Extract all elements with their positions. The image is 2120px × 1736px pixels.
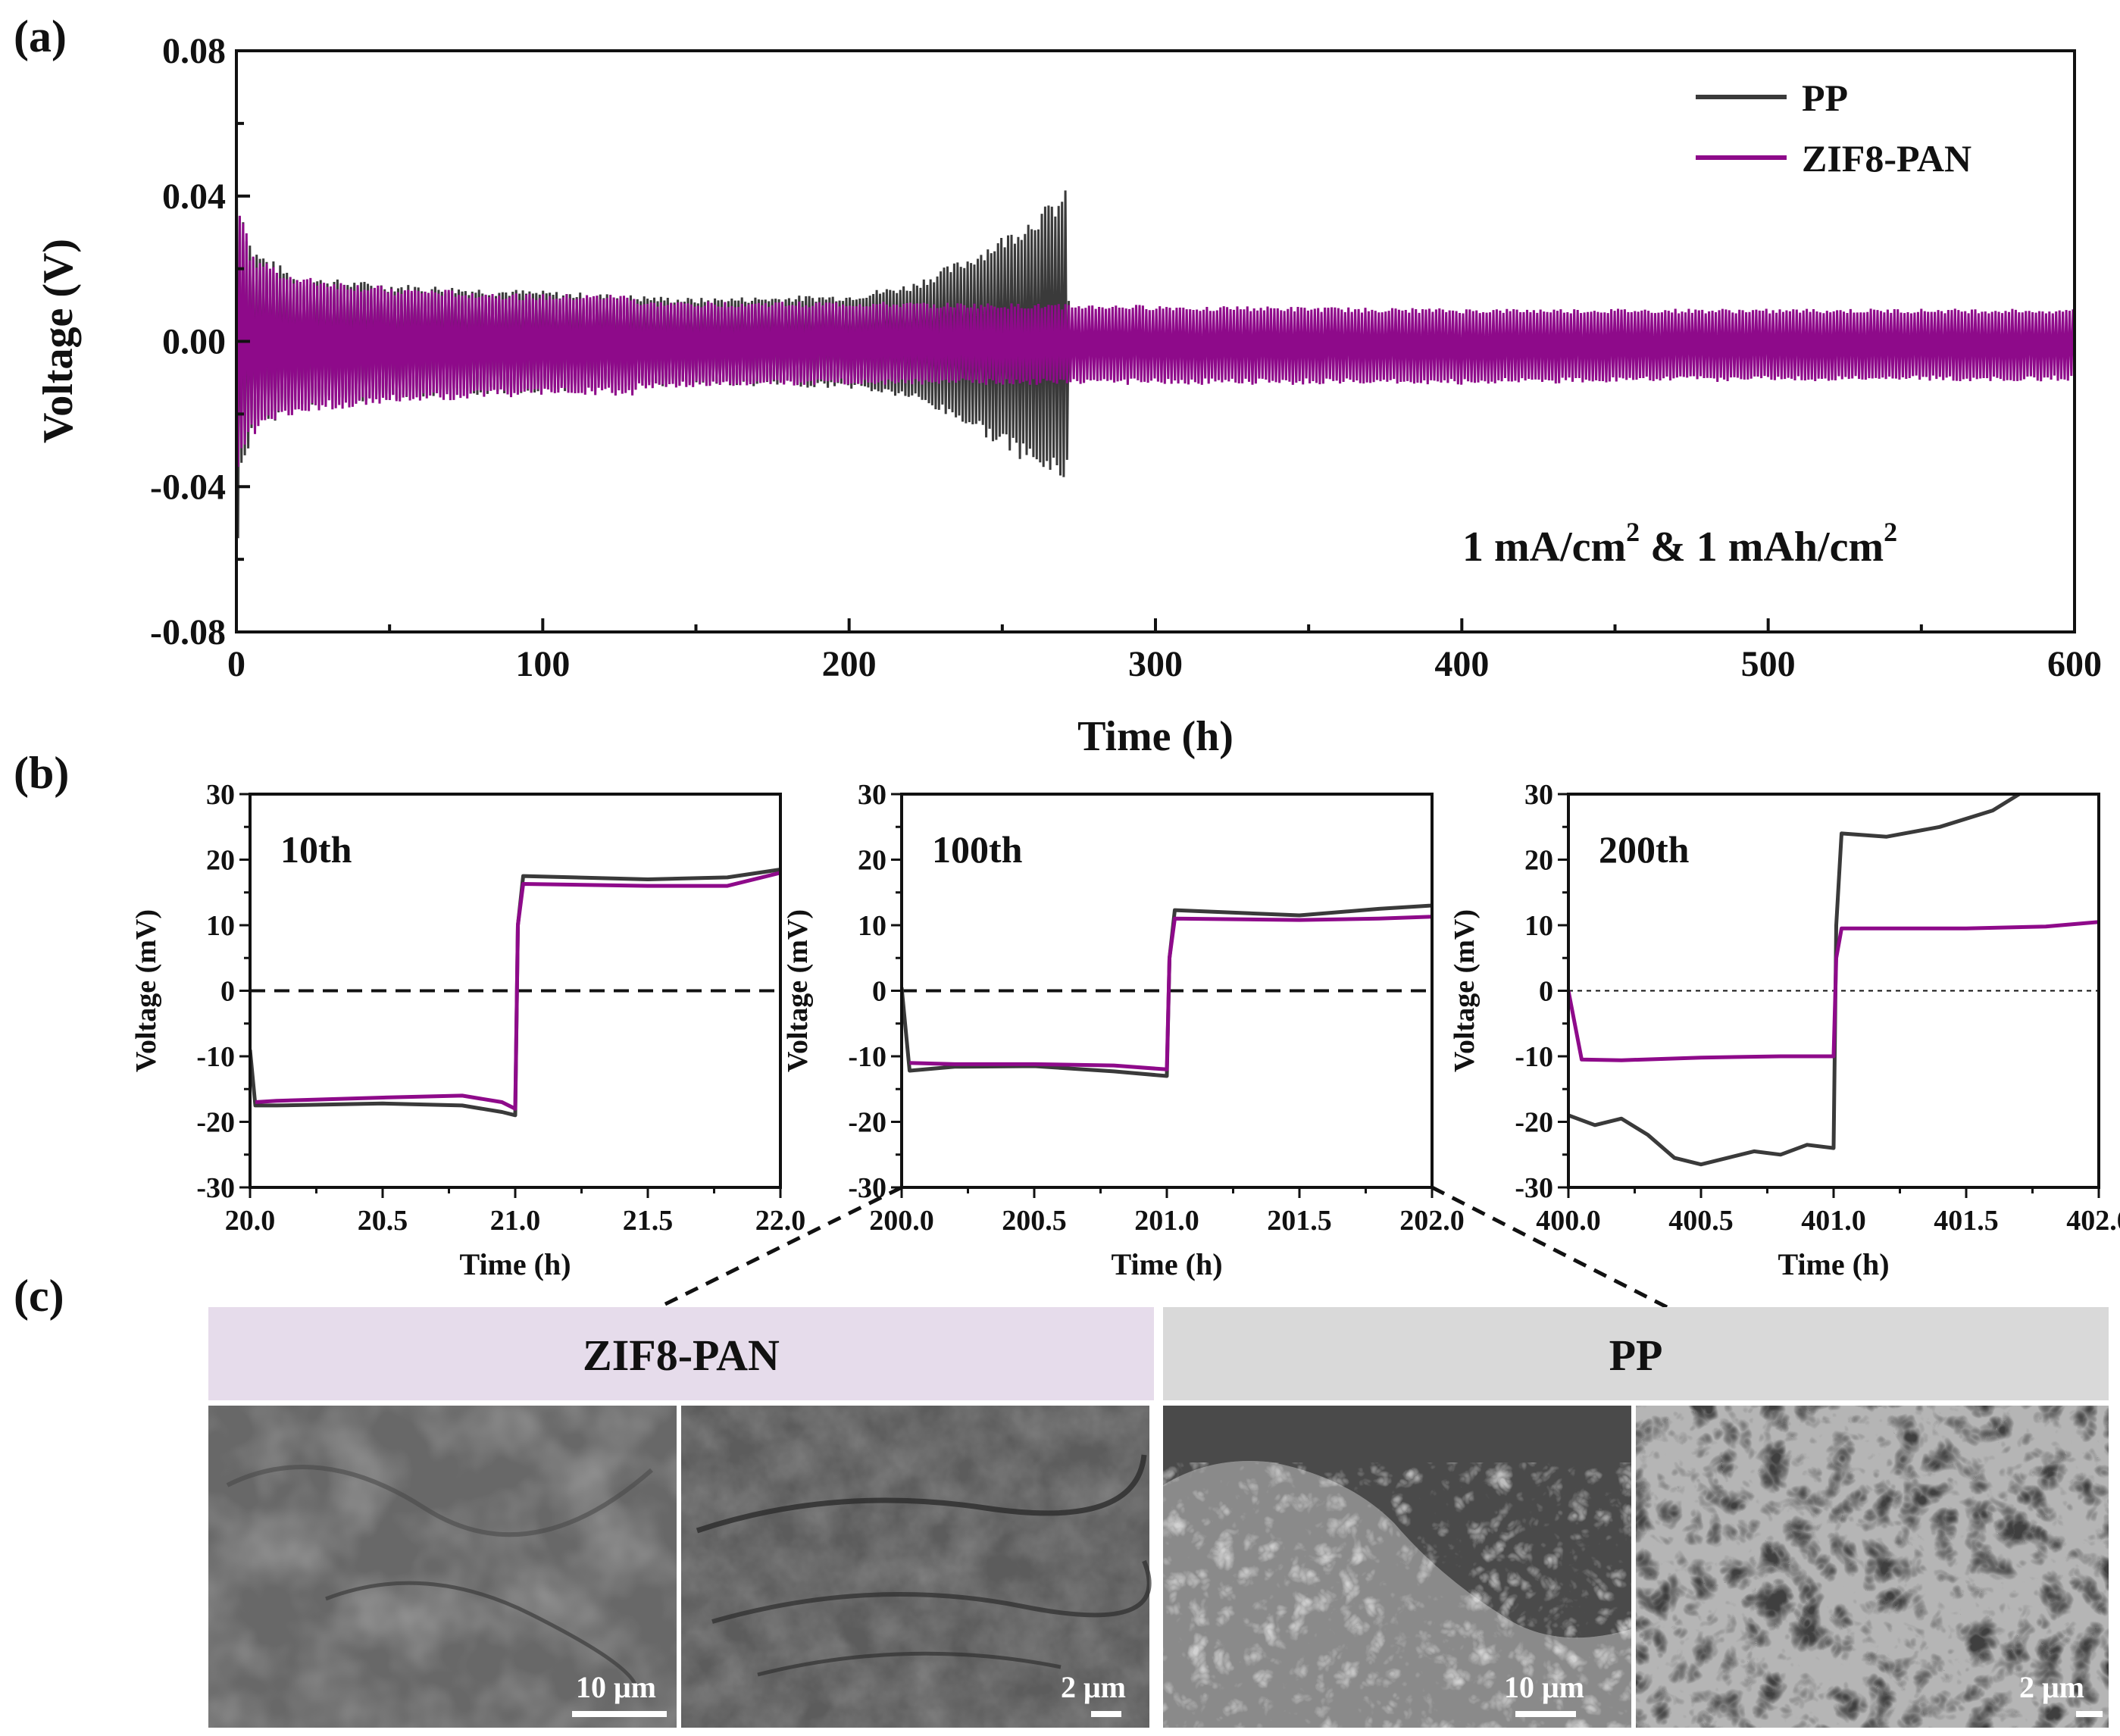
panel-b-xlabel: Time (h) xyxy=(459,1247,571,1281)
panel-b-ytick-label: 30 xyxy=(1524,779,1553,811)
panel-b-chart-200th: 400.0 400.5 401.0 401.5 402.0 30 20 10 0 -10 -20 -3… xyxy=(1449,779,2120,1281)
panel-a-xtick-label: 400 xyxy=(1434,644,1489,684)
panel-b-ytick-label: 10 xyxy=(858,910,886,942)
annotation-sup1: 2 xyxy=(1626,517,1640,547)
panel-a-legend: PP ZIF8-PAN xyxy=(1696,77,1971,180)
panel-b-xtick-label: 20.5 xyxy=(358,1205,408,1237)
panel-b-ytick-label: 0 xyxy=(1539,976,1553,1008)
cycle-annotation: 100th xyxy=(932,828,1023,871)
panel-b-xtick-label: 401.5 xyxy=(1934,1205,1999,1237)
legend-label-pp: PP xyxy=(1802,77,1848,119)
scalebar-label-3: 10 μm xyxy=(1504,1670,1584,1704)
panel-b-ytick-label: 0 xyxy=(872,976,886,1008)
panel-a-xtick-label: 600 xyxy=(2047,644,2102,684)
panel-b-xtick-label: 21.5 xyxy=(623,1205,674,1237)
panel-b-xtick-label: 200.5 xyxy=(1002,1205,1067,1237)
panel-b-xlabel: Time (h) xyxy=(1778,1247,1889,1281)
panel-b-label: (b) xyxy=(14,748,69,798)
legend-label-zif: ZIF8-PAN xyxy=(1802,137,1971,180)
panel-a-chart: 0 100 200 300 400 500 600 -0.08 -0.04 0.00 0.04 0.0… xyxy=(150,31,2102,684)
panel-a-frame xyxy=(235,49,2076,633)
panel-b-xtick-label: 21.0 xyxy=(490,1205,541,1237)
sem-image-pp-10um: 10 μm xyxy=(1163,1406,1631,1728)
panel-a-condition-annotation: 1 mA/cm2 & 1 mAh/cm2 xyxy=(1462,517,1897,571)
panel-b-ytick-label: 10 xyxy=(1524,910,1553,942)
sem-image-zif-10um: 10 μm xyxy=(208,1406,677,1728)
panel-c-label: (c) xyxy=(14,1271,64,1321)
annotation-main: 1 mA/cm xyxy=(1462,524,1626,571)
series-line-zif8-pan xyxy=(1568,920,2099,1062)
sem-image-pp-2um: 2 μm xyxy=(1636,1406,2109,1728)
panel-b-xtick-label: 400.0 xyxy=(1536,1205,1601,1237)
header-zif8-pan: ZIF8-PAN xyxy=(583,1331,780,1380)
panel-a-ytick-label: 0.04 xyxy=(162,177,226,217)
panel-b-xtick-label: 201.5 xyxy=(1267,1205,1332,1237)
cycle-annotation: 200th xyxy=(1599,828,1690,871)
panel-b-ytick-label: 20 xyxy=(858,845,886,877)
panel-a-ytick-label: -0.08 xyxy=(150,612,226,652)
series-line-pp xyxy=(250,868,780,1118)
series-line-pp xyxy=(902,903,1432,1078)
panel-a-xtick-label: 300 xyxy=(1128,644,1183,684)
panel-b-ylabel: Voltage (mV) xyxy=(782,909,814,1072)
panel-b-ytick-label: 0 xyxy=(220,976,235,1008)
panel-b-xtick-label: 22.0 xyxy=(755,1205,806,1237)
series-line-zif8-pan xyxy=(236,215,2075,468)
header-pp: PP xyxy=(1609,1331,1663,1380)
panel-b-xtick-label: 400.5 xyxy=(1668,1205,1734,1237)
panel-b-xtick-label: 402.0 xyxy=(2066,1205,2120,1237)
panel-b-ytick-label: -10 xyxy=(196,1041,235,1073)
header-pp-bg xyxy=(1163,1307,2109,1400)
scalebar-label-2: 2 μm xyxy=(1061,1670,1126,1704)
panel-b-chart-10th: 20.0 20.5 21.0 21.5 22.0 30 20 10 0 -10 -20 -30 Volt… xyxy=(130,779,805,1281)
annotation-mid: & 1 mAh/cm xyxy=(1640,524,1884,571)
panel-b-xtick-label: 202.0 xyxy=(1399,1205,1465,1237)
panel-b-ytick-label: 20 xyxy=(206,845,235,877)
panel-a-xtick-label: 200 xyxy=(822,644,877,684)
panel-b-ytick-label: -20 xyxy=(848,1107,886,1139)
panel-b-ytick-label: -30 xyxy=(196,1172,235,1204)
panel-b-ytick-label: 20 xyxy=(1524,845,1553,877)
sem-image-zif-2um: 2 μm xyxy=(681,1406,1152,1728)
panel-a-ytick-label: -0.04 xyxy=(150,467,226,507)
scalebar-label-4: 2 μm xyxy=(2019,1670,2084,1704)
panel-b-ylabel: Voltage (mV) xyxy=(130,909,162,1072)
panel-a-plot-area xyxy=(236,73,2075,539)
panel-b-ylabel: Voltage (mV) xyxy=(1449,909,1481,1072)
panel-a-ytick-label: 0.00 xyxy=(162,322,226,362)
panel-b-xtick-label: 201.0 xyxy=(1134,1205,1199,1237)
panel-b-ytick-label: -10 xyxy=(848,1041,886,1073)
panel-b-ytick-label: -20 xyxy=(1515,1107,1553,1139)
panel-b-ytick-label: 30 xyxy=(206,779,235,811)
panel-b-xlabel: Time (h) xyxy=(1111,1247,1222,1281)
panel-b-ytick-label: 10 xyxy=(206,910,235,942)
panel-b-xtick-label: 20.0 xyxy=(225,1205,276,1237)
cycle-annotation: 10th xyxy=(280,828,352,871)
series-line-pp xyxy=(1568,794,2021,1167)
panel-b-xtick-label: 401.0 xyxy=(1801,1205,1866,1237)
series-line-zif8-pan xyxy=(255,871,780,1111)
panel-a-xlabel: Time (h) xyxy=(1077,713,1234,760)
panel-a-xtick-label: 0 xyxy=(227,644,245,684)
panel-a-xtick-label: 500 xyxy=(1741,644,1796,684)
panel-a-xtick-label: 100 xyxy=(515,644,570,684)
panel-b-ytick-label: -20 xyxy=(196,1107,235,1139)
header-zif8-pan-bg xyxy=(208,1307,1154,1400)
annotation-sup2: 2 xyxy=(1884,517,1897,547)
panel-a-label: (a) xyxy=(14,11,67,61)
series-line-zif8-pan xyxy=(909,915,1432,1071)
panel-b-ytick-label: -10 xyxy=(1515,1041,1553,1073)
panel-b-chart-100th: 200.0 200.5 201.0 201.5 202.03020100-10-20-3… xyxy=(782,779,1465,1281)
panel-a-ytick-label: 0.08 xyxy=(162,31,226,71)
scalebar-label-1: 10 μm xyxy=(576,1670,656,1704)
panel-b-ytick-label: -30 xyxy=(1515,1172,1553,1204)
panel-a-ylabel: Voltage (V) xyxy=(35,239,82,443)
panel-b-xtick-label: 200.0 xyxy=(869,1205,934,1237)
panel-b-ytick-label: 30 xyxy=(858,779,886,811)
